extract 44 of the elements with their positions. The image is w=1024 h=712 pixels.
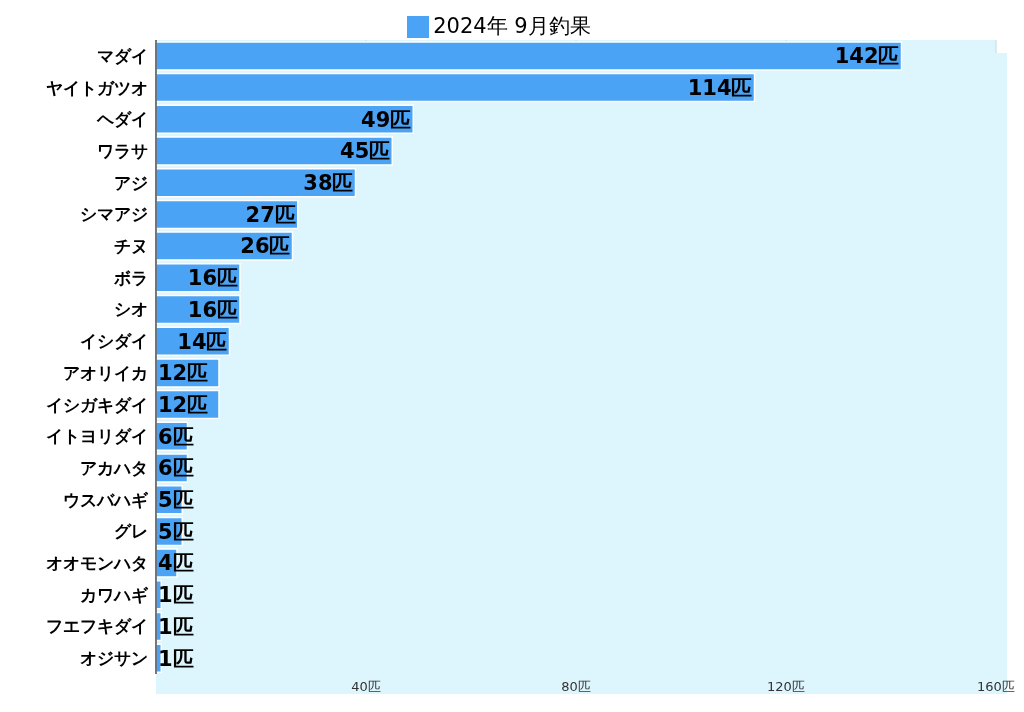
bar — [156, 136, 393, 166]
y-tick-label: イトヨリダイ — [46, 426, 148, 447]
y-tick-label: ワラサ — [97, 140, 148, 161]
data-label: 142匹 — [834, 44, 900, 69]
y-tick-label: オオモンハタ — [46, 553, 148, 574]
bar — [156, 41, 903, 71]
data-label: 26匹 — [240, 234, 291, 259]
y-tick-label: ヘダイ — [96, 109, 148, 130]
data-label: 16匹 — [187, 266, 238, 291]
y-tick-label: イシガキダイ — [46, 394, 148, 415]
x-tick-label: 40匹 — [351, 679, 381, 695]
data-label: 114匹 — [687, 75, 753, 100]
x-tick-label: 160匹 — [977, 679, 1015, 695]
data-label: 38匹 — [303, 171, 354, 196]
data-label: 12匹 — [158, 392, 209, 417]
y-tick-label: ヤイトガツオ — [46, 77, 148, 98]
data-label: 1匹 — [158, 583, 194, 608]
legend-label: 2024年 9月釣果 — [433, 14, 591, 38]
data-label: 27匹 — [245, 202, 296, 227]
y-tick-label: イシダイ — [80, 331, 148, 352]
data-label: 49匹 — [361, 107, 412, 132]
y-tick-label: グレ — [114, 521, 148, 542]
y-tick-label: アカハタ — [80, 457, 148, 478]
bar — [156, 72, 756, 103]
x-tick-label: 80匹 — [561, 679, 591, 695]
y-tick-label: マダイ — [97, 45, 148, 66]
bar — [156, 104, 414, 135]
y-tick-label: アオリイカ — [63, 362, 148, 383]
y-tick-label: シオ — [114, 299, 148, 320]
data-label: 45匹 — [340, 139, 391, 164]
data-label: 1匹 — [158, 646, 194, 671]
data-label: 14匹 — [177, 329, 228, 354]
data-label: 1匹 — [158, 614, 194, 639]
y-tick-label: ウスバハギ — [63, 489, 149, 510]
y-tick-label: ボラ — [113, 267, 148, 288]
data-label: 16匹 — [187, 297, 238, 322]
y-tick-label: オジサン — [80, 648, 148, 669]
y-tick-label: フエフキダイ — [46, 616, 148, 637]
y-tick-label: カワハギ — [80, 584, 149, 605]
y-tick-label: シマアジ — [80, 204, 148, 225]
x-tick-label: 120匹 — [767, 679, 805, 695]
y-tick-label: チヌ — [114, 236, 148, 257]
data-label: 12匹 — [158, 361, 209, 386]
y-tick-label: アジ — [114, 172, 148, 193]
